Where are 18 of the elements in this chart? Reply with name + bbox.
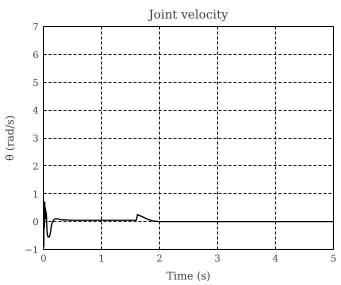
y-tick-label: 0 (32, 217, 39, 228)
y-tick-label: 2 (32, 161, 39, 172)
x-tick-label: 1 (98, 254, 104, 264)
x-tick-label: 5 (330, 254, 337, 264)
y-tick-label: 6 (32, 50, 39, 61)
y-tick-label: 4 (32, 106, 39, 117)
y-axis-title: θ̇ (rad/s) (4, 115, 17, 161)
y-tick-label: 7 (32, 22, 39, 33)
x-tick-label: 0 (40, 254, 47, 264)
x-axis-title: Time (s) (166, 270, 211, 282)
y-tick-label: 3 (32, 134, 39, 144)
y-tick-label: 1 (32, 189, 39, 200)
chart-title: Joint velocity (146, 8, 228, 22)
y-tick-label: −1 (24, 245, 39, 256)
x-tick-label: 2 (156, 254, 163, 264)
x-tick-label: 3 (214, 254, 221, 264)
x-tick-label: 4 (272, 254, 279, 264)
y-tick-label: 5 (32, 78, 39, 89)
